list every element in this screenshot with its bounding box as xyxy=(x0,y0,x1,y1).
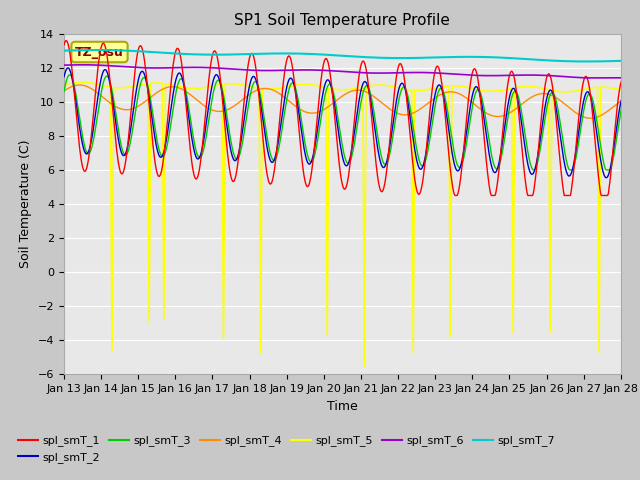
spl_smT_1 xyxy=(423,138,431,144)
spl_smT_1 xyxy=(60,42,68,48)
spl_smT_3 xyxy=(529,167,537,173)
spl_smT_6 xyxy=(131,64,138,70)
Line: spl_smT_6: spl_smT_6 xyxy=(64,65,640,78)
spl_smT_7 xyxy=(94,47,102,53)
spl_smT_3 xyxy=(60,89,68,95)
spl_smT_1 xyxy=(269,175,277,180)
Line: spl_smT_3: spl_smT_3 xyxy=(64,75,640,170)
spl_smT_5 xyxy=(458,84,465,89)
spl_smT_2 xyxy=(639,176,640,181)
spl_smT_6 xyxy=(240,67,248,72)
Y-axis label: Soil Temperature (C): Soil Temperature (C) xyxy=(19,140,32,268)
spl_smT_6 xyxy=(456,72,464,77)
Line: spl_smT_7: spl_smT_7 xyxy=(64,50,640,61)
spl_smT_1 xyxy=(63,38,70,44)
spl_smT_4 xyxy=(240,96,248,102)
spl_smT_2 xyxy=(131,100,138,106)
spl_smT_4 xyxy=(587,115,595,121)
Line: spl_smT_4: spl_smT_4 xyxy=(64,85,640,118)
spl_smT_4 xyxy=(60,88,68,94)
spl_smT_3 xyxy=(65,72,73,78)
Line: spl_smT_5: spl_smT_5 xyxy=(64,83,640,366)
spl_smT_5 xyxy=(131,84,138,89)
spl_smT_1 xyxy=(451,192,459,198)
spl_smT_5 xyxy=(60,82,68,87)
spl_smT_2 xyxy=(423,143,431,149)
spl_smT_3 xyxy=(292,85,300,91)
spl_smT_7 xyxy=(292,51,300,57)
spl_smT_2 xyxy=(64,65,72,71)
spl_smT_4 xyxy=(292,103,300,109)
spl_smT_2 xyxy=(240,120,248,126)
spl_smT_5 xyxy=(240,82,248,88)
spl_smT_3 xyxy=(456,164,464,170)
Line: spl_smT_1: spl_smT_1 xyxy=(64,41,640,195)
spl_smT_3 xyxy=(423,151,431,157)
spl_smT_7 xyxy=(583,59,591,64)
spl_smT_6 xyxy=(292,67,300,73)
spl_smT_7 xyxy=(456,54,464,60)
spl_smT_2 xyxy=(456,164,464,169)
spl_smT_2 xyxy=(60,74,68,80)
spl_smT_6 xyxy=(79,62,87,68)
spl_smT_5 xyxy=(292,82,300,88)
spl_smT_1 xyxy=(240,102,248,108)
spl_smT_5 xyxy=(360,363,368,369)
spl_smT_5 xyxy=(424,87,432,93)
spl_smT_7 xyxy=(240,51,248,57)
X-axis label: Time: Time xyxy=(327,400,358,413)
spl_smT_1 xyxy=(131,72,138,78)
spl_smT_5 xyxy=(269,86,277,92)
spl_smT_2 xyxy=(269,159,277,165)
spl_smT_3 xyxy=(269,157,277,163)
spl_smT_1 xyxy=(458,170,465,176)
spl_smT_5 xyxy=(78,80,86,85)
spl_smT_6 xyxy=(60,62,68,68)
Title: SP1 Soil Temperature Profile: SP1 Soil Temperature Profile xyxy=(234,13,451,28)
spl_smT_7 xyxy=(60,48,68,53)
spl_smT_2 xyxy=(292,89,300,95)
Legend: spl_smT_1, spl_smT_2, spl_smT_3, spl_smT_4, spl_smT_5, spl_smT_6, spl_smT_7: spl_smT_1, spl_smT_2, spl_smT_3, spl_smT… xyxy=(14,431,559,468)
spl_smT_3 xyxy=(240,133,248,139)
Text: TZ_osu: TZ_osu xyxy=(75,46,124,59)
spl_smT_7 xyxy=(423,55,431,60)
spl_smT_3 xyxy=(131,115,138,120)
spl_smT_4 xyxy=(269,87,277,93)
spl_smT_7 xyxy=(269,50,277,56)
spl_smT_6 xyxy=(583,75,591,81)
spl_smT_4 xyxy=(131,105,138,111)
spl_smT_7 xyxy=(131,48,138,54)
spl_smT_6 xyxy=(269,68,277,73)
spl_smT_1 xyxy=(292,90,300,96)
spl_smT_4 xyxy=(76,82,83,88)
spl_smT_4 xyxy=(456,92,464,97)
Line: spl_smT_2: spl_smT_2 xyxy=(64,68,640,179)
spl_smT_6 xyxy=(423,70,431,75)
spl_smT_4 xyxy=(423,101,431,107)
